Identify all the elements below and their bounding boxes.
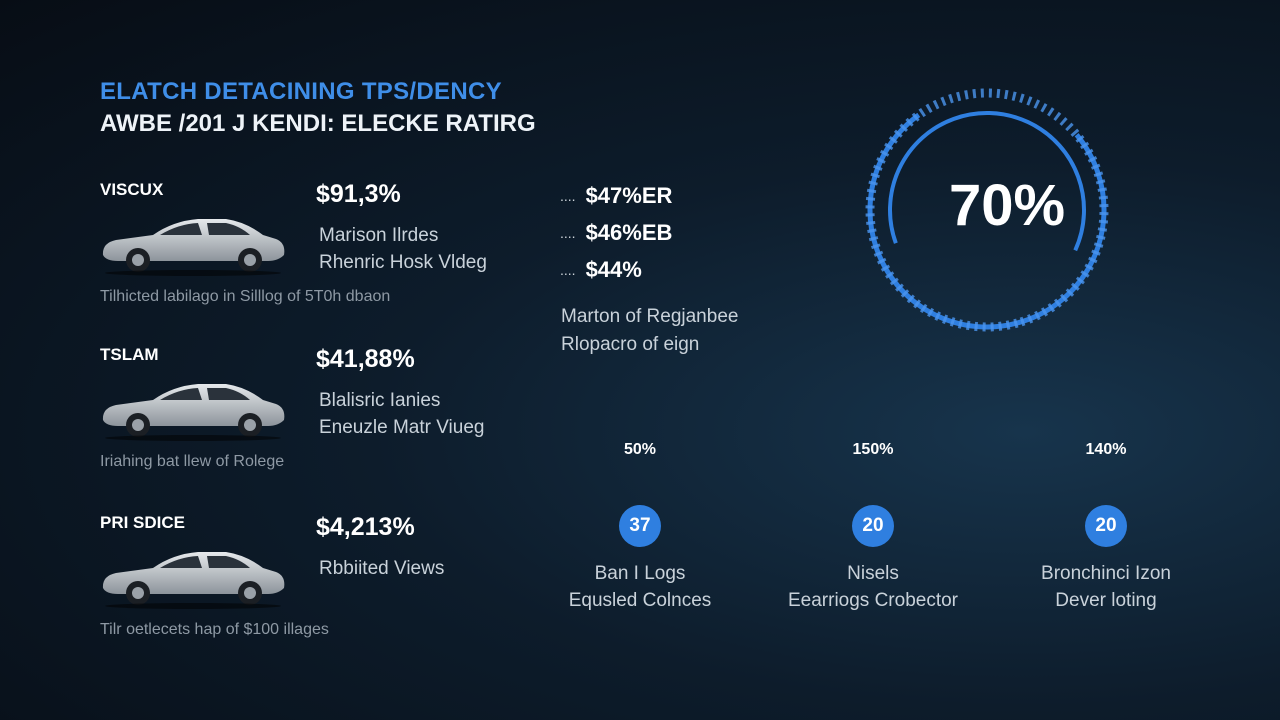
stat-percent: 50% xyxy=(623,441,657,458)
stat-percent: 150% xyxy=(852,441,894,458)
car-text: Rbbiited Views xyxy=(319,558,445,579)
car-name: VISCUX xyxy=(100,180,164,199)
title: ELATCH DETACINING TPS/DENCY xyxy=(100,78,502,105)
car-image xyxy=(102,384,285,441)
stat-text: Bronchinci Izon xyxy=(1041,563,1171,584)
stat-text: Ban I Logs xyxy=(594,563,686,584)
gauge-value: 70% xyxy=(948,173,1066,238)
car-caption: Tilr oetlecets hap of $100 illages xyxy=(100,621,329,638)
car-caption: Tilhicted labilago in Silllog of 5T0h db… xyxy=(100,288,391,305)
dots: .... xyxy=(560,262,576,278)
gauge-inner-arc xyxy=(888,110,1086,309)
stat-badge: 20 xyxy=(852,505,894,547)
stat-badge: 20 xyxy=(1085,505,1127,547)
gauge-arc xyxy=(867,90,1107,330)
middle-value: $44% xyxy=(585,257,642,282)
car-text: Marison Ilrdes xyxy=(319,225,439,246)
car-price: $91,3% xyxy=(316,180,401,208)
middle-text: Rlopacro of eign xyxy=(561,334,700,355)
stat-text: Equsled Colnces xyxy=(568,590,712,611)
middle-value: $47%ER xyxy=(585,183,673,208)
gauge xyxy=(865,88,1109,332)
middle-item: .... $44% xyxy=(560,257,642,283)
gauge-ticks xyxy=(865,88,1109,332)
car-text: Eneuzle Matr Viueg xyxy=(319,417,485,438)
dots: .... xyxy=(560,225,576,241)
car-name: PRI SDICE xyxy=(100,513,186,532)
stat-text: Eearriogs Crobector xyxy=(787,590,959,611)
car-image xyxy=(102,552,285,609)
car-name: TSLAM xyxy=(100,345,159,364)
middle-item: .... $47%ER xyxy=(560,183,672,209)
car-text: Rhenric Hosk Vldeg xyxy=(319,252,487,273)
car-price: $41,88% xyxy=(316,345,415,373)
middle-value: $46%EB xyxy=(585,220,673,245)
car-text: Blalisric Ianies xyxy=(319,390,441,411)
car-caption: Iriahing bat llew of Rolege xyxy=(100,453,285,470)
middle-item: .... $46%EB xyxy=(560,220,672,246)
subtitle: AWBE /201 J KENDI: ELECKE RATIRG xyxy=(100,110,536,137)
stat-text: Nisels xyxy=(847,563,899,584)
car-price: $4,213% xyxy=(316,513,415,541)
stat-badge: 37 xyxy=(619,505,661,547)
stat-percent: 140% xyxy=(1085,441,1127,458)
dots: .... xyxy=(560,188,576,204)
stat-text: Dever loting xyxy=(1055,590,1157,611)
car-image xyxy=(102,219,285,276)
middle-text: Marton of Regjanbee xyxy=(561,306,739,327)
